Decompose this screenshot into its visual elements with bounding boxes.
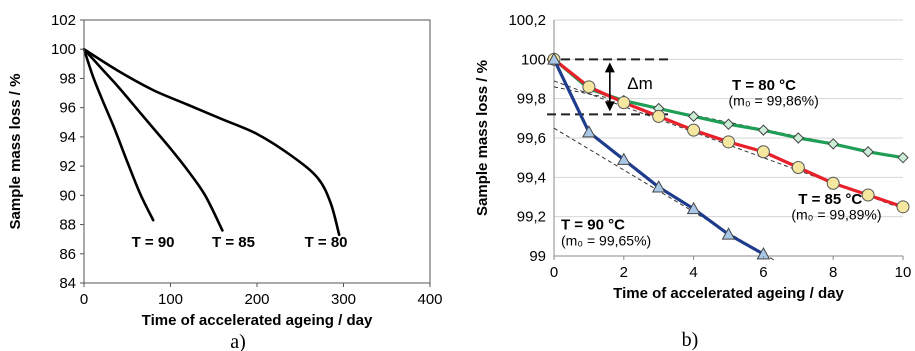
chart-b-data-point [721,227,736,240]
chart-b-series-label: T = 90 °C [561,217,625,234]
chart-b-panel-label: b) [682,329,699,351]
chart-a-y-tick-label: 90 [59,187,76,204]
chart-b-y-tick-label: 99,2 [517,209,546,226]
chart-a-y-tick-label: 92 [59,158,76,175]
chart-b-m0-label: (m₀ = 99,89%) [791,207,881,223]
chart-b-y-tick-label: 100 [521,51,546,68]
chart-a-series-line [82,47,155,222]
chart-a-series-line [82,47,341,237]
chart-a-y-tick-label: 96 [59,100,76,117]
chart-a-y-axis-label: Sample mass loss / % [7,74,24,230]
chart-b-data-point [617,96,631,110]
chart-a: 0 100 200 300 400 84 86 88 90 92 94 96 98 100 102 T =… [7,12,443,351]
chart-a-x-axis-label: Time of accelerated ageing / day [142,312,373,329]
chart-a-x-tick-label: 400 [417,291,442,308]
chart-b-data-point [792,132,805,144]
chart-b-x-tick-label: 4 [689,264,697,281]
chart-b-data-point [616,152,631,165]
chart-b-y-axis-label: Sample mass loss / % [474,60,491,216]
chart-b: 0 2 4 6 8 10 99 99,2 99,4 99,6 99,8 100 100,2 Δm T =… [474,12,911,351]
chart-a-y-tick-label: 98 [59,70,76,87]
chart-a-y-tick-label: 100 [51,41,76,58]
delta-m-label: Δm [627,74,653,93]
chart-b-data-point [687,123,701,137]
chart-b-x-tick-label: 0 [550,264,558,281]
chart-b-data-point [896,200,910,214]
chart-a-series-label: T = 85 [212,234,255,251]
chart-b-data-point [687,110,700,123]
chart-b-x-axis-label: Time of accelerated ageing / day [613,285,844,302]
chart-b-data-point [722,135,735,149]
chart-b-data-point [722,118,735,130]
chart-b-data-point [652,109,666,123]
chart-b-m0-label: (m₀ = 99,65%) [561,232,651,248]
chart-b-data-point [651,180,666,193]
chart-b-data-point [582,80,596,94]
chart-b-x-tick-label: 10 [895,264,912,281]
chart-b-data-point [756,145,770,159]
chart-b-data-point [897,151,909,164]
chart-b-data-point [686,201,701,215]
chart-a-y-tick-label: 102 [51,12,76,29]
chart-b-x-tick-label: 2 [620,264,628,281]
delta-m-arrow [604,62,615,112]
chart-b-y-tick-label: 99,4 [517,169,546,186]
chart-b-data-point [827,138,839,150]
chart-a-series-line [82,47,224,232]
chart-a-x-tick-label: 300 [331,291,356,308]
chart-a-y-tick-label: 86 [59,246,76,263]
chart-a-panel-label: a) [230,331,246,351]
chart-a-y-tick-label: 94 [59,129,76,146]
chart-a-y-tick-label: 84 [59,275,76,292]
chart-b-data-point [826,176,840,190]
chart-a-x-tick-label: 0 [80,291,88,308]
chart-b-data-point [862,146,874,158]
chart-b-data-point [547,52,561,65]
chart-b-data-point [757,124,770,136]
chart-b-data-point [861,188,875,202]
chart-a-x-tick-label: 100 [158,291,183,308]
chart-b-series-label: T = 80 °C [732,77,796,94]
chart-a-x-tick-label: 200 [244,291,269,308]
chart-b-x-tick-label: 8 [829,264,837,281]
chart-b-series-label: T = 85 °C [798,191,862,208]
chart-b-y-tick-label: 100,2 [508,12,546,29]
chart-a-series-label: T = 80 [305,234,348,251]
chart-b-series-line [553,58,904,209]
chart-b-data-point [791,161,805,174]
chart-b-y-tick-label: 99,6 [517,130,546,147]
chart-a-series-label: T = 90 [132,234,175,251]
chart-b-x-tick-label: 6 [759,264,767,281]
chart-b-y-tick-label: 99 [529,248,546,265]
chart-b-y-tick-label: 99,8 [517,91,546,108]
chart-b-data-point [582,125,596,138]
chart-b-m0-label: (m₀ = 99,86%) [729,93,819,109]
chart-a-y-tick-label: 88 [59,217,76,234]
